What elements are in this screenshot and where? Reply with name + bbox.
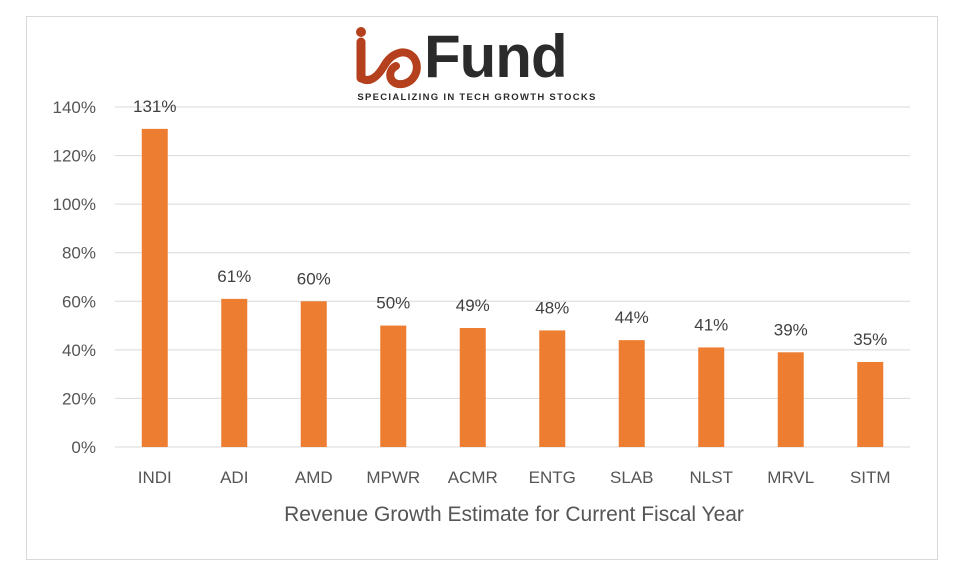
bar-nlst xyxy=(698,347,725,447)
y-tick-label: 100% xyxy=(53,195,96,214)
data-label: 50% xyxy=(376,294,410,313)
y-axis-ticks: 0% 20% 40% 60% 80% 100% 120% 140% xyxy=(53,98,96,457)
io-logo-mark-icon xyxy=(356,27,421,89)
logo-wordmark: Fund xyxy=(424,23,568,90)
category-label: MRVL xyxy=(767,468,814,487)
category-label: MPWR xyxy=(366,468,420,487)
data-label: 41% xyxy=(694,315,728,334)
y-tick-label: 120% xyxy=(53,147,96,166)
y-tick-label: 60% xyxy=(62,292,96,311)
gridlines xyxy=(115,106,910,448)
y-tick-label: 40% xyxy=(62,341,96,360)
data-label: 49% xyxy=(456,296,490,315)
x-axis-title: Revenue Growth Estimate for Current Fisc… xyxy=(284,503,744,526)
y-tick-label: 20% xyxy=(62,389,96,408)
bar-acmr xyxy=(459,328,486,447)
x-axis-categories: INDI ADI AMD MPWR ACMR ENTG SLAB NLST MRVL SITM xyxy=(138,468,891,487)
category-label: ADI xyxy=(220,468,248,487)
category-label: SLAB xyxy=(610,468,653,487)
y-tick-label: 80% xyxy=(62,244,96,263)
y-tick-label: 140% xyxy=(53,98,96,117)
logo-tagline: SPECIALIZING IN TECH GROWTH STOCKS xyxy=(357,92,597,103)
category-label: ACMR xyxy=(448,468,498,487)
bar-adi xyxy=(221,298,248,447)
bar-slab xyxy=(618,340,645,447)
data-label: 60% xyxy=(297,269,331,288)
category-label: ENTG xyxy=(529,468,576,487)
data-label: 131% xyxy=(133,97,176,116)
bar-mpwr xyxy=(380,325,407,447)
category-label: AMD xyxy=(295,468,333,487)
bar-indi xyxy=(141,128,168,447)
data-label: 35% xyxy=(853,330,887,349)
data-label: 48% xyxy=(535,298,569,317)
bar-entg xyxy=(539,330,566,447)
data-label: 44% xyxy=(615,308,649,327)
data-labels: 131% 61% 60% 50% 49% 48% 44% 41% 39% 35% xyxy=(133,97,887,349)
bar-sitm xyxy=(857,362,884,447)
bar-mrvl xyxy=(777,352,804,447)
category-label: SITM xyxy=(850,468,891,487)
y-tick-label: 0% xyxy=(71,438,96,457)
data-label: 61% xyxy=(217,267,251,286)
logo: Fund SPECIALIZING IN TECH GROWTH STOCKS xyxy=(344,20,614,106)
bars xyxy=(141,128,884,447)
data-label: 39% xyxy=(774,320,808,339)
category-label: NLST xyxy=(690,468,733,487)
category-label: INDI xyxy=(138,468,172,487)
bar-amd xyxy=(300,301,327,447)
